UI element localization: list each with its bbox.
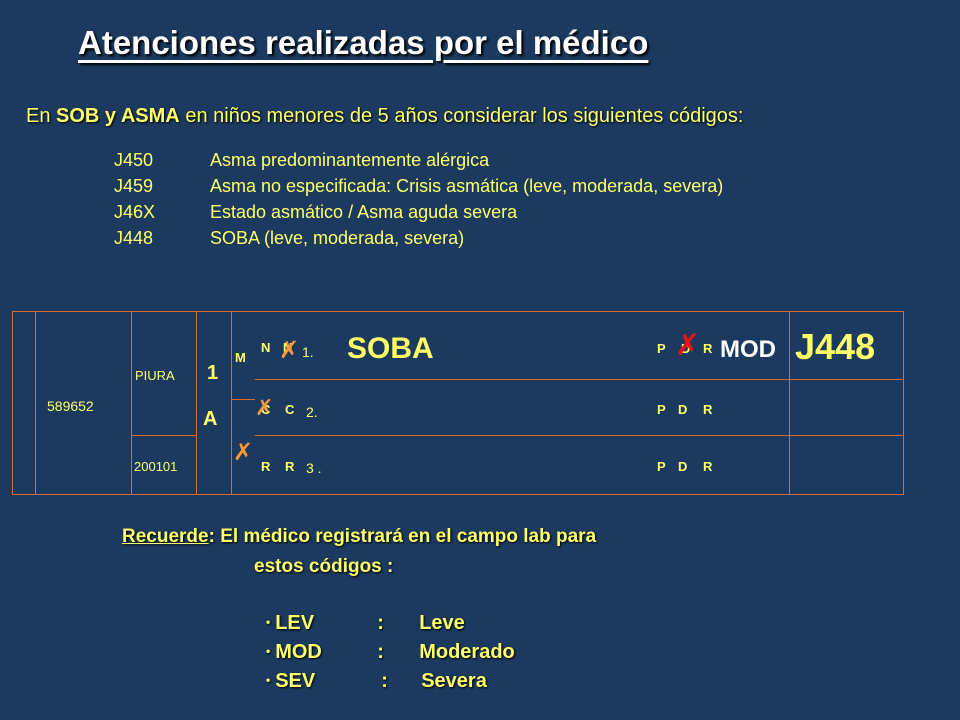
severity-legend: • LEV: Leve • MOD: Moderado • SEV: Severa: [266, 612, 515, 699]
row3-option-b: R: [285, 459, 295, 474]
reminder-label: Recuerde: [122, 526, 209, 547]
x-mark-icon: ✗: [279, 336, 300, 364]
code: J46X: [114, 202, 156, 222]
row2-number: 2.: [306, 404, 318, 420]
code-row: J459 Asma no especificada: Crisis asmátic…: [114, 176, 723, 202]
reminder-line2: estos códigos :: [254, 556, 394, 577]
lab-value: MOD: [720, 336, 776, 363]
diagnosis-text: SOBA: [347, 332, 434, 365]
row3-number: 3 .: [306, 460, 322, 476]
legend-key: MOD: [275, 641, 322, 663]
page-title: Atenciones realizadas por el médico: [78, 24, 649, 61]
code: J459: [114, 176, 154, 196]
row2-option-b: C: [285, 402, 295, 417]
sex-label: M: [235, 350, 246, 365]
form-divider: [231, 399, 255, 400]
form-divider: [231, 312, 232, 494]
legend-key: LEV: [275, 612, 315, 634]
row3-option-a: R: [261, 459, 271, 474]
row1-d: D: [681, 341, 691, 356]
code: J450: [114, 150, 154, 170]
code-description: Asma no especificada: Crisis asmática (l…: [210, 176, 724, 196]
form-divider: [35, 312, 36, 494]
legend-key: SEV: [275, 670, 316, 692]
list-item: • SEV: Severa: [266, 670, 515, 699]
bullet-icon: •: [266, 644, 271, 658]
legend-value: Moderado: [419, 641, 515, 663]
registration-form: 589652 PIURA 1 A 200101 M N N 1. SOBA P …: [12, 311, 904, 495]
place-name: PIURA: [135, 368, 175, 383]
x-mark-icon: ✗: [233, 438, 254, 466]
x-mark-icon: ✗: [675, 328, 701, 363]
reminder: Recuerde: El médico registrará en el cam…: [122, 526, 596, 548]
row2-d: D: [678, 402, 688, 417]
row3-r: R: [703, 459, 713, 474]
age-value: 1: [207, 362, 219, 384]
legend-separator: :: [377, 641, 384, 663]
form-divider: [789, 312, 790, 494]
form-divider: [255, 379, 903, 380]
code-description: Asma predominantemente alérgica: [210, 150, 490, 170]
row3-d: D: [678, 459, 688, 474]
instruction-text: En SOB y ASMA en niños menores de 5 años…: [26, 105, 743, 128]
instruction-pre: En: [26, 105, 57, 127]
patient-id: 589652: [47, 398, 94, 414]
date-value: 200101: [134, 459, 178, 474]
reminder-line1: : El médico registrará en el campo lab p…: [208, 526, 597, 547]
code-list: J450 Asma predominantemente alérgica J459…: [114, 150, 723, 254]
age-unit: A: [203, 408, 218, 430]
legend-separator: :: [381, 670, 388, 692]
form-divider: [196, 312, 197, 494]
row2-option-a: C: [261, 402, 271, 417]
row2-p: P: [657, 402, 666, 417]
bullet-icon: •: [266, 615, 271, 629]
code: J448: [114, 228, 154, 248]
row1-r: R: [703, 341, 713, 356]
list-item: • MOD: Moderado: [266, 641, 515, 670]
list-item: • LEV: Leve: [266, 612, 515, 641]
form-divider: [131, 312, 132, 494]
row1-option-a: N: [261, 340, 271, 355]
x-mark-icon: ✗: [255, 396, 274, 421]
code-row: J448 SOBA (leve, moderada, severa): [114, 228, 723, 254]
legend-value: Severa: [421, 670, 487, 692]
code-description: Estado asmático / Asma aguda severa: [210, 202, 518, 222]
legend-separator: :: [377, 612, 384, 634]
instruction-bold: SOB y ASMA: [56, 105, 180, 127]
row2-r: R: [703, 402, 713, 417]
instruction-post: en niños menores de 5 años considerar lo…: [179, 105, 744, 127]
row1-option-b: N: [283, 340, 293, 355]
bullet-icon: •: [266, 673, 271, 687]
diagnosis-code: J448: [795, 326, 876, 367]
legend-value: Leve: [419, 612, 465, 634]
form-divider: [131, 435, 196, 436]
row1-p: P: [657, 341, 666, 356]
row3-p: P: [657, 459, 666, 474]
code-description: SOBA (leve, moderada, severa): [210, 228, 465, 248]
code-row: J46X Estado asmático / Asma aguda severa: [114, 202, 723, 228]
row1-number: 1.: [302, 344, 314, 360]
code-row: J450 Asma predominantemente alérgica: [114, 150, 723, 176]
form-divider: [255, 435, 903, 436]
